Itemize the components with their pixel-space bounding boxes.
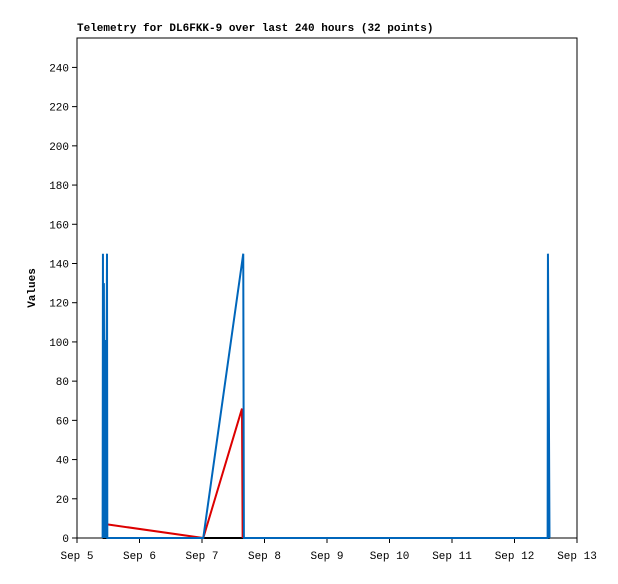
y-tick-label: 40 [56, 456, 69, 468]
y-tick-label: 160 [49, 220, 69, 232]
y-tick-label: 80 [56, 377, 69, 389]
x-tick-label: Sep 12 [495, 551, 535, 563]
y-tick-label: 180 [49, 181, 69, 193]
y-tick-label: 140 [49, 259, 69, 271]
x-tick-label: Sep 7 [185, 551, 218, 563]
y-tick-label: 240 [49, 63, 69, 75]
y-tick-label: 100 [49, 338, 69, 350]
x-tick-label: Sep 13 [557, 551, 597, 563]
y-axis-label: Values [27, 268, 39, 308]
y-tick-label: 220 [49, 103, 69, 115]
y-tick-label: 60 [56, 416, 69, 428]
chart-title: Telemetry for DL6FKK-9 over last 240 hou… [77, 23, 433, 35]
series-line [101, 253, 551, 539]
y-tick-label: 120 [49, 299, 69, 311]
y-tick-label: 200 [49, 142, 69, 154]
x-tick-label: Sep 11 [432, 551, 472, 563]
y-tick-label: 20 [56, 495, 69, 507]
x-tick-label: Sep 5 [60, 551, 93, 563]
x-tick-label: Sep 9 [310, 551, 343, 563]
x-tick-label: Sep 8 [248, 551, 281, 563]
x-tick-label: Sep 6 [123, 551, 156, 563]
x-tick-label: Sep 10 [370, 551, 410, 563]
y-tick-label: 0 [62, 534, 69, 546]
